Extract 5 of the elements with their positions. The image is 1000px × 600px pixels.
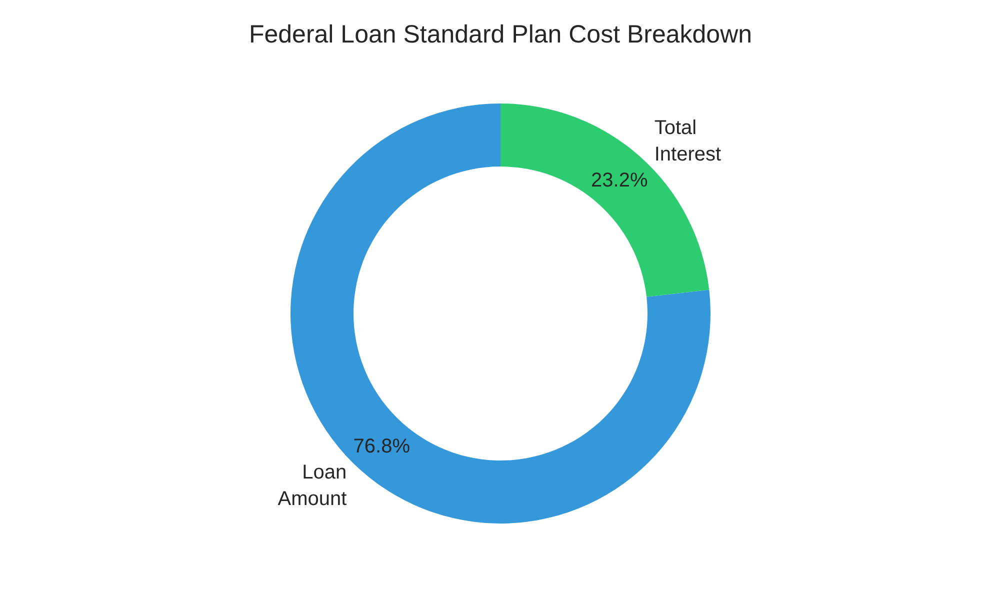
slice-label: Loan Amount: [278, 462, 348, 510]
data-label: 76.8%: [353, 436, 410, 458]
data-label: 23.2%: [591, 169, 648, 192]
chart-title: Federal Loan Standard Plan Cost Breakdown: [248, 20, 752, 48]
slice-label: Total Interest: [654, 116, 722, 166]
